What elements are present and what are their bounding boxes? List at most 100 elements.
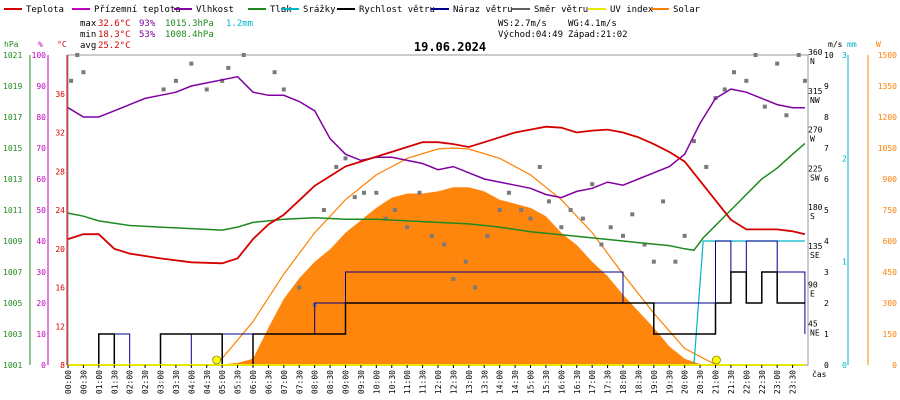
legend: Teplota Přízemní teplota Vlhkost Tlak Srážky…: [4, 5, 701, 15]
wind-direction-point: [599, 242, 604, 247]
humidity-tick-label: 90: [36, 82, 46, 91]
time-tick-label: 22:30: [758, 370, 767, 394]
wind-direction-point: [442, 242, 447, 247]
direction-compass-label: N: [810, 57, 815, 66]
time-tick-label: 05:00: [218, 370, 227, 394]
direction-compass-label: W: [810, 135, 815, 144]
humidity-tick-label: 50: [36, 206, 46, 215]
wind-direction-point: [75, 53, 80, 57]
time-tick-label: 20:30: [696, 370, 705, 394]
legend-label: Rychlost větru: [359, 5, 435, 15]
legend-label: Srážky: [303, 5, 336, 15]
time-tick-label: 04:00: [187, 370, 196, 394]
humidity-tick-label: 20: [36, 299, 46, 308]
hum-max: 93%: [139, 19, 156, 29]
wind-direction-point: [405, 225, 410, 230]
time-unit: čas: [812, 369, 827, 379]
temperature-tick-label: 8: [60, 361, 65, 370]
axis-tick-labels: 1021101910171015101310111009100710051003…: [3, 48, 897, 370]
legend-label: Směr větru: [534, 5, 588, 15]
avg-label: avg: [80, 41, 96, 51]
pressure-tick-label: 1013: [3, 175, 22, 184]
wind-direction-point: [590, 182, 595, 187]
time-tick-label: 00:00: [64, 370, 73, 394]
time-tick-label: 10:00: [372, 370, 381, 394]
wind-direction-point: [374, 190, 379, 195]
wind-direction-point: [241, 53, 246, 57]
wind-direction-point: [473, 285, 477, 290]
wind-direction-point: [497, 208, 502, 212]
solar-tick-label: 1500: [878, 51, 897, 60]
time-axis: 00:00 00:30 01:00 01:30 02:00 02:30 03:00 03:30…: [64, 365, 798, 394]
solar-tick-label: 600: [883, 237, 898, 246]
temperature-unit: °C: [57, 40, 67, 49]
wind-direction-point: [673, 259, 678, 264]
wind-direction-point: [362, 190, 366, 195]
solar-tick-label: 300: [883, 299, 898, 308]
wind-direction-point: [704, 164, 709, 169]
time-tick-label: 16:00: [557, 370, 566, 394]
temperature-line: [67, 125, 806, 265]
time-tick-label: 15:00: [527, 370, 536, 394]
direction-tick-label: 225: [808, 164, 823, 173]
wind-direction-point: [463, 259, 468, 264]
wind-direction-point: [547, 199, 551, 204]
max-label: max: [80, 19, 97, 29]
direction-compass-label: S: [810, 212, 815, 221]
solar-tick-label: 1200: [878, 113, 897, 122]
time-tick-label: 01:30: [110, 370, 119, 394]
direction-compass-label: SE: [810, 251, 820, 260]
time-tick-label: 14:00: [496, 370, 505, 394]
pressure-tick-label: 1007: [3, 268, 22, 277]
rain-tick-label: 2: [842, 154, 847, 163]
wind-tick-label: 4: [824, 237, 829, 246]
wind-tick-label: 1: [824, 330, 829, 339]
stats-block: max 32.6°C 93% 1015.3hPa 1.2mm min 18.3°…: [80, 19, 628, 51]
wind-direction-point: [802, 78, 807, 83]
time-tick-label: 03:30: [172, 370, 181, 394]
time-tick-label: 04:30: [203, 370, 212, 394]
time-tick-label: 07:00: [280, 370, 289, 394]
pressure-tick-label: 1015: [3, 144, 22, 153]
wind-direction-point: [352, 195, 357, 200]
wind-direction-point: [297, 285, 302, 290]
wind-direction-point: [281, 87, 286, 92]
wind-direction-point: [485, 233, 490, 238]
wind-direction-point: [775, 61, 780, 66]
time-tick-label: 07:30: [295, 370, 304, 394]
wind-direction-point: [519, 208, 524, 212]
wind-direction-point: [69, 78, 74, 83]
temperature-tick-label: 16: [55, 284, 65, 293]
time-tick-label: 23:30: [789, 370, 798, 394]
wind-direction-point: [173, 78, 178, 83]
wind-direction-point: [784, 113, 789, 118]
wind-tick-label: 5: [824, 206, 829, 215]
time-tick-label: 00:30: [79, 370, 88, 394]
solar-tick-label: 1350: [878, 82, 897, 91]
wind-direction-point: [796, 53, 801, 57]
wind-direction-point: [429, 233, 434, 238]
wind-direction-point: [630, 212, 635, 217]
direction-tick-label: 180: [808, 203, 823, 212]
temperature-tick-label: 32: [55, 129, 65, 138]
rain-total: 1.2mm: [226, 19, 253, 29]
wind-unit: m/s: [828, 40, 843, 49]
wind-direction-point: [722, 87, 727, 92]
humidity-unit: %: [38, 40, 43, 49]
time-tick-label: 11:30: [419, 370, 428, 394]
rain-tick-label: 1: [842, 258, 847, 267]
press-max: 1015.3hPa: [165, 19, 214, 29]
wind-direction-point: [732, 70, 736, 75]
direction-tick-label: 270: [808, 126, 823, 135]
wind-direction-point: [343, 156, 348, 161]
wind-direction-point: [161, 87, 166, 92]
temperature-tick-label: 28: [55, 167, 65, 176]
pressure-tick-label: 1009: [3, 237, 22, 246]
sunset-time: Západ:21:02: [568, 30, 628, 40]
wind-direction-point: [417, 190, 422, 195]
wind-direction-point: [220, 78, 225, 83]
wind-direction-point: [621, 233, 625, 238]
direction-compass-label: SW: [810, 173, 820, 182]
pressure-tick-label: 1001: [3, 361, 22, 370]
